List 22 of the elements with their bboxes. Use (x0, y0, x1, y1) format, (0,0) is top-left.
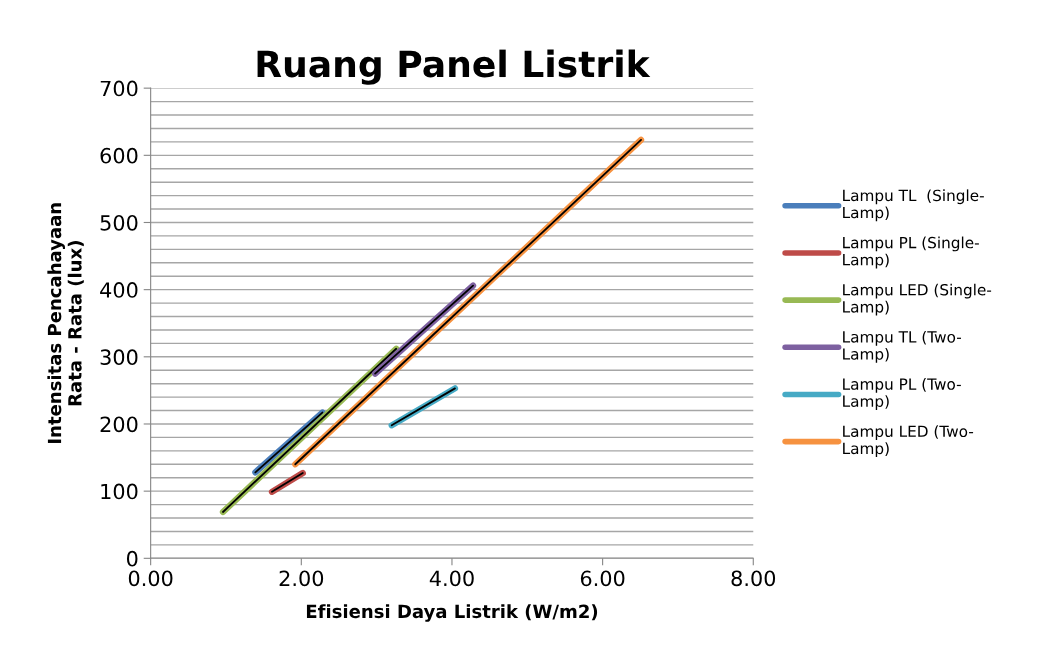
legend-label: Lampu TL (Single- Lamp) (843, 189, 984, 222)
legend-label: Lampu LED (Single- Lamp) (843, 283, 992, 316)
y-tick-label: 500 (100, 214, 138, 231)
x-tick-label: 6.00 (580, 570, 625, 587)
y-tick-label: 400 (100, 282, 138, 298)
x-tick-label: 8.00 (731, 570, 776, 587)
x-tick-label: 2.00 (279, 570, 324, 587)
legend-label: Lampu LED (Two- Lamp) (843, 425, 974, 458)
y-tick-label: 0 (126, 550, 138, 567)
legend-label: Lampu TL (Two- Lamp) (843, 330, 961, 363)
y-tick-label: 300 (100, 349, 138, 366)
x-tick-label: 4.00 (429, 570, 474, 587)
chart-title: Ruang Panel Listrik (257, 49, 651, 85)
legend-label: Lampu PL (Two- Lamp) (843, 378, 961, 410)
legend-label: Lampu PL (Single- Lamp) (843, 236, 979, 269)
y-tick-label: 100 (101, 483, 138, 500)
y-tick-label: 600 (100, 147, 138, 164)
x-tick-label: 0.00 (128, 570, 173, 587)
y-tick-label: 700 (100, 80, 138, 97)
y-tick-label: 200 (100, 416, 138, 433)
y-axis-title: Intensitas Pencahayaan Rata - Rata (lux) (47, 203, 84, 443)
x-axis-title: Efisiensi Daya Listrik (W/m2) (306, 604, 598, 622)
